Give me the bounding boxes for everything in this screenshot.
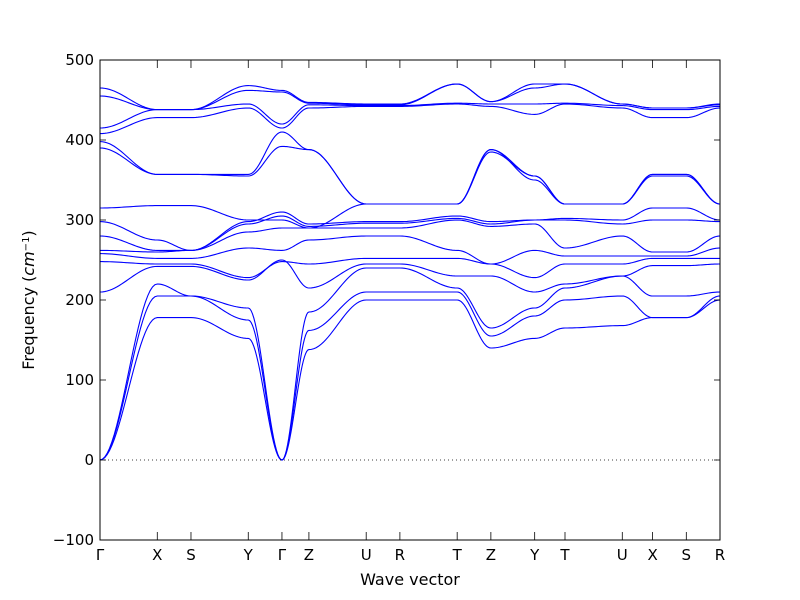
y-tick-label: 400 [65,131,94,149]
band-line-2 [99,291,721,461]
y-tick-label: 100 [65,371,94,389]
y-axis-title-close: ) [19,230,38,236]
x-tick-label: U [617,546,628,564]
band-line-9 [99,207,721,251]
x-tick-label: T [559,546,570,564]
y-tick-label: 200 [65,291,94,309]
band-line-1 [99,299,721,461]
y-tick-label: 300 [65,211,94,229]
y-tick-label: −100 [53,531,94,549]
band-line-12 [99,131,721,205]
y-tick-label: 0 [84,451,94,469]
band-line-13 [99,103,721,135]
band-line-5 [99,257,720,279]
y-axis-ticks: −100 0 100 200 300 400 500 [53,51,720,549]
band-line-11 [99,145,721,205]
band-line-4 [99,259,721,293]
band-line-16 [99,83,721,111]
x-tick-label: Γ [278,546,287,564]
y-axis-title-main: Frequency ( [19,276,38,370]
y-axis-title-exp: −1 [21,237,32,252]
x-tick-label: Γ [96,546,105,564]
x-tick-label: R [715,546,725,564]
x-tick-label: X [647,546,657,564]
x-tick-label: S [682,546,692,564]
x-tick-label: X [152,546,162,564]
band-line-8 [99,215,721,251]
band-line-6 [99,235,721,265]
x-tick-label: Z [304,546,314,564]
x-tick-label: Y [243,546,254,564]
x-tick-label: R [395,546,405,564]
x-tick-label: S [186,546,196,564]
y-tick-label: 500 [65,51,94,69]
x-tick-label: Y [529,546,540,564]
band-line-14 [99,102,721,129]
band-line-3 [99,267,721,461]
x-axis-title: Wave vector [360,570,460,589]
band-line-7 [99,219,721,253]
x-tick-label: Z [486,546,496,564]
y-axis-title-unit: cm [19,251,38,275]
band-line-10 [99,151,721,229]
plot-frame [99,59,721,541]
y-axis-title: Frequency (cm−1) [19,230,38,369]
x-tick-label: T [452,546,463,564]
band-series-group [99,83,721,461]
x-tick-label: U [361,546,372,564]
